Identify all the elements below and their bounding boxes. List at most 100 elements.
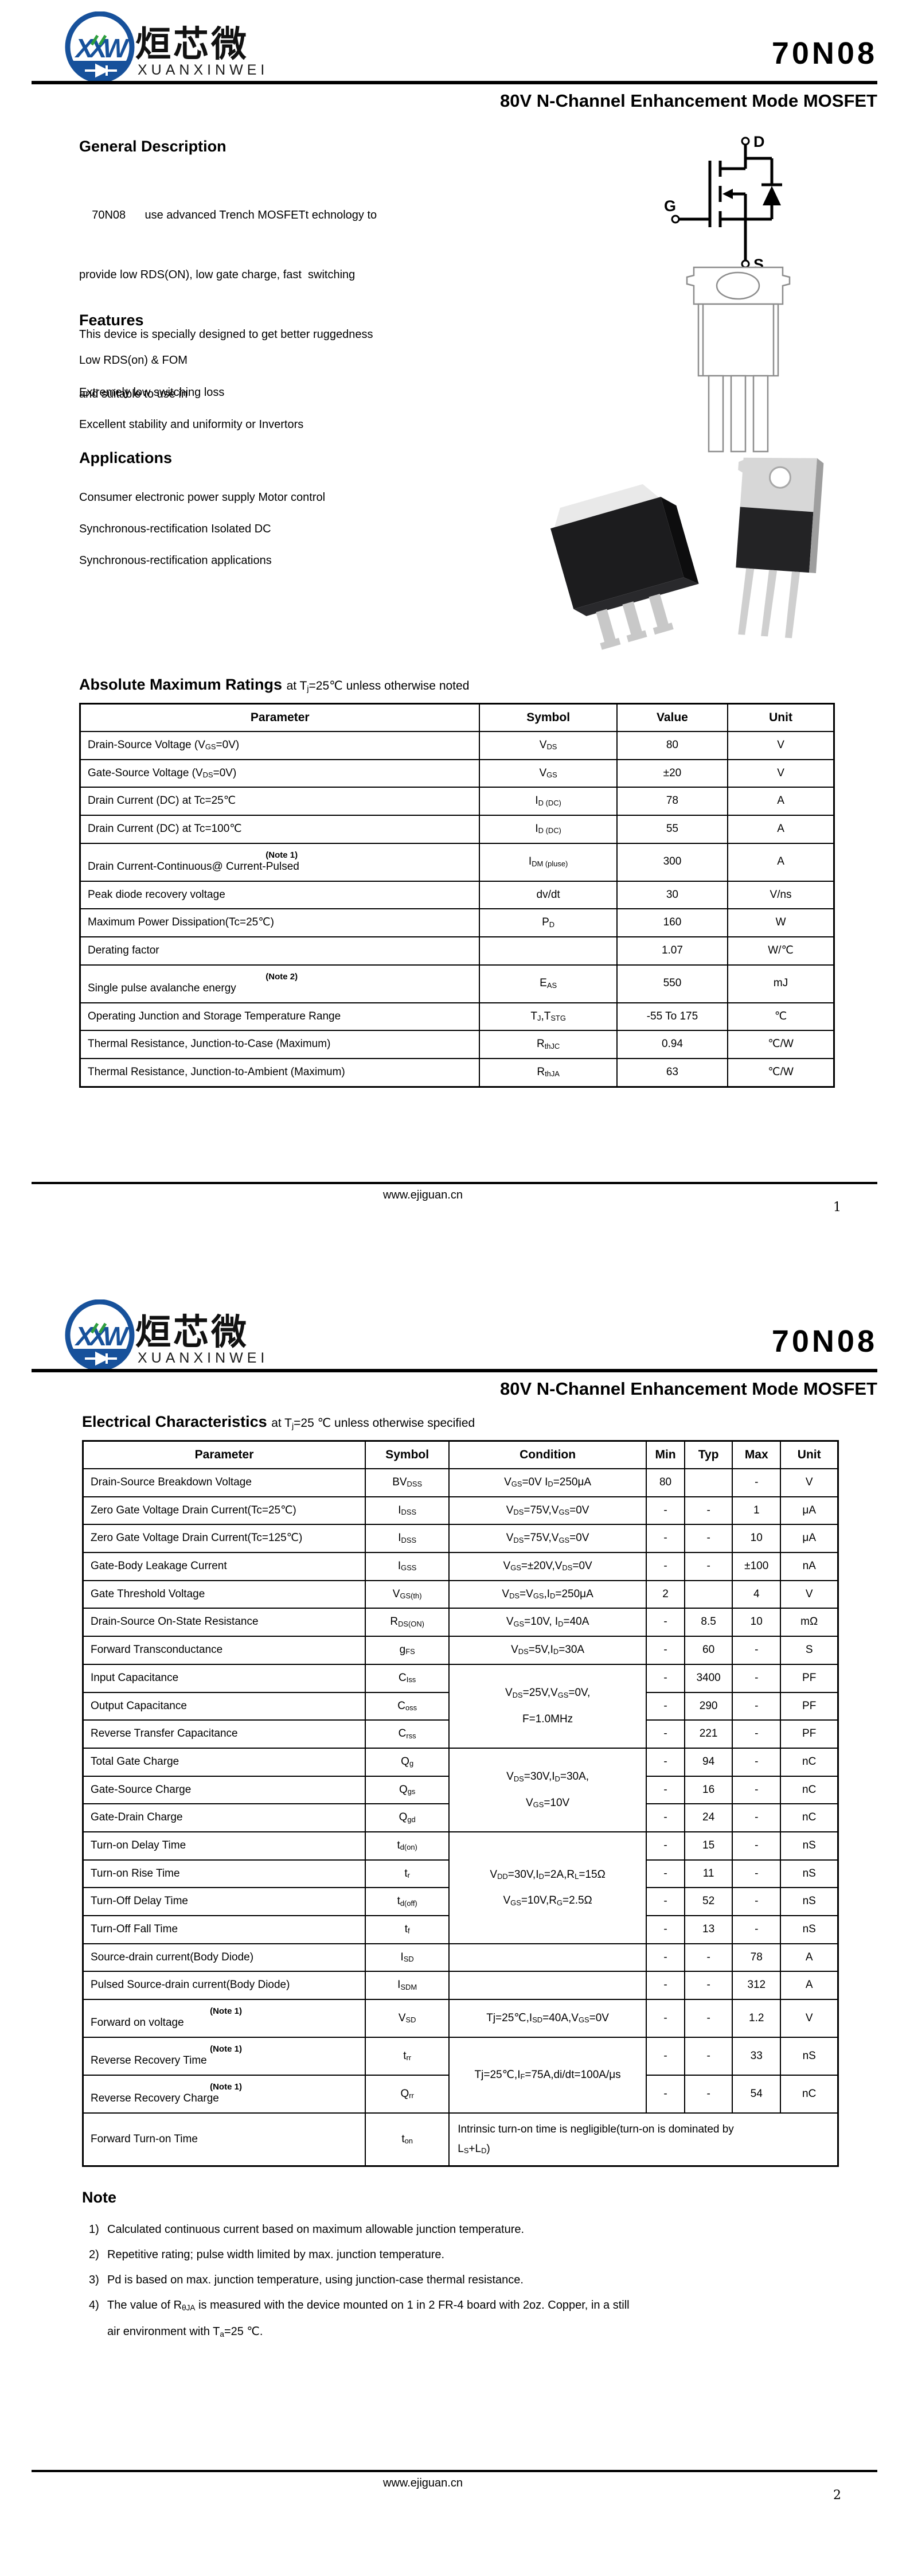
table-cell: 30 bbox=[616, 880, 729, 910]
table-cell: VGS=10V, ID=40A bbox=[448, 1608, 647, 1637]
table-cell: ISD bbox=[365, 1943, 450, 1972]
svg-text:XXW: XXW bbox=[74, 33, 130, 63]
table-row: Forward Turn-on Time ton Intrinsic turn-on… bbox=[82, 2112, 839, 2167]
table-row: Turn-Off Fall Time tf -13- nS bbox=[82, 1915, 839, 1944]
table-cell: - bbox=[684, 1524, 733, 1554]
table-cell: μA bbox=[780, 1524, 839, 1554]
table-row: Source-drain current(Body Diode) ISD - -78 A bbox=[82, 1943, 839, 1972]
company-logo: XXW 烜芯微 XUANXINWEI bbox=[64, 11, 311, 85]
table-row: Thermal Resistance, Junction-to-Case (Ma… bbox=[79, 1030, 835, 1060]
table-cell: 60 bbox=[684, 1636, 733, 1665]
table-cell: 1.2 bbox=[732, 1999, 782, 2038]
package-photo-d2pak bbox=[545, 465, 705, 674]
table-cell: 312 bbox=[732, 1971, 782, 2001]
table-row: (Note 1) Reverse Recovery Time trr Tj=25℃,I… bbox=[82, 2037, 839, 2114]
table-cell: (Note 2) Single pulse avalanche energy bbox=[79, 964, 481, 1003]
note-item: 2) Repetitive rating; pulse width limite… bbox=[82, 2242, 840, 2267]
column-header: Max bbox=[732, 1440, 782, 1469]
table-row: Gate-Drain Charge Qgd -24- nC bbox=[82, 1803, 839, 1832]
logo-monogram-icon: XXW bbox=[65, 11, 135, 83]
ec-subtitle: at Tj=25 ℃ unless otherwise specified bbox=[271, 1417, 475, 1431]
table-cell: - bbox=[732, 1915, 782, 1944]
table-cell: 4 bbox=[732, 1579, 782, 1609]
table-cell: Tj=25℃,IF=75A,di/dt=100A/μs bbox=[448, 2037, 647, 2114]
table-cell: Forward Transconductance bbox=[82, 1636, 366, 1665]
table-cell: nS bbox=[780, 1887, 839, 1916]
table-cell: Forward Turn-on Time bbox=[82, 2112, 366, 2167]
table-cell: nS bbox=[780, 1915, 839, 1944]
table-cell: VDS=75V,VGS=0V bbox=[448, 1524, 647, 1554]
table-cell: - bbox=[732, 1887, 782, 1916]
column-header: Unit bbox=[780, 1440, 839, 1469]
header-rule bbox=[32, 81, 877, 84]
table-cell: V bbox=[727, 731, 835, 760]
table-cell: 13 bbox=[684, 1915, 733, 1944]
table-cell: ID (DC) bbox=[479, 815, 618, 844]
note-text: Repetitive rating; pulse width limited b… bbox=[107, 2248, 445, 2262]
table-cell: V/ns bbox=[727, 880, 835, 910]
table-header-row: Parameter Symbol Condition Min Typ Max Unit bbox=[82, 1440, 839, 1469]
table-cell: 10 bbox=[732, 1608, 782, 1637]
note-number: 3) bbox=[89, 2274, 99, 2287]
general-description-heading: General Description bbox=[79, 138, 226, 155]
page-2: XXW 烜芯微 XUANXINWEI 70N08 80V N-Channel E… bbox=[0, 1288, 910, 2576]
column-header: Min bbox=[645, 1440, 686, 1469]
table-row: Turn-Off Delay Time td(off) -52- nS bbox=[82, 1887, 839, 1916]
application-item: Synchronous-rectification Isolated DC bbox=[79, 523, 271, 535]
feature-item: Extremely low switching loss bbox=[79, 386, 225, 399]
table-cell: VDS=75V,VGS=0V bbox=[448, 1496, 647, 1526]
table-cell: nC bbox=[780, 1747, 839, 1777]
table-cell: - bbox=[684, 2037, 733, 2076]
table-cell: 1.07 bbox=[616, 936, 729, 966]
table-cell: - bbox=[732, 1831, 782, 1861]
table-cell: Turn-on Delay Time bbox=[82, 1831, 366, 1861]
footer-url: www.ejiguan.cn bbox=[383, 2477, 463, 2489]
table-cell: 11 bbox=[684, 1859, 733, 1889]
column-header: Condition bbox=[448, 1440, 647, 1469]
table-cell: Input Capacitance bbox=[82, 1663, 366, 1693]
table-cell: Tj=25℃,ISD=40A,VGS=0V bbox=[448, 1999, 647, 2038]
table-row: (Note 1) Forward on voltage VSD Tj=25℃,ISD=… bbox=[82, 1999, 839, 2038]
table-cell: VDS=VGS,ID=250μA bbox=[448, 1579, 647, 1609]
features-list: Low RDS(on) & FOM Extremely low switchin… bbox=[79, 344, 303, 441]
table-cell: A bbox=[780, 1943, 839, 1972]
logo-company-name-cn: 烜芯微 bbox=[135, 25, 249, 64]
table-cell: Turn-on Rise Time bbox=[82, 1859, 366, 1889]
table-cell: ±100 bbox=[732, 1552, 782, 1581]
table-cell: (Note 1) Forward on voltage bbox=[82, 1999, 366, 2038]
table-cell: - bbox=[732, 1747, 782, 1777]
table-cell: Gate-Drain Charge bbox=[82, 1803, 366, 1832]
table-cell: - bbox=[645, 2074, 686, 2114]
applications-list: Consumer electronic power supply Motor c… bbox=[79, 482, 325, 577]
table-cell: trr bbox=[365, 2037, 450, 2076]
table-cell: - bbox=[732, 1719, 782, 1749]
table-cell: (Note 1) Reverse Recovery Charge bbox=[82, 2074, 366, 2114]
table-cell: - bbox=[684, 1552, 733, 1581]
column-header: Parameter bbox=[82, 1440, 366, 1469]
description-line: 70N08 use advanced Trench MOSFETt echnol… bbox=[79, 209, 377, 221]
description-line: provide low RDS(ON), low gate charge, fa… bbox=[79, 269, 356, 281]
table-cell: Operating Junction and Storage Temperatu… bbox=[79, 1002, 481, 1032]
table-row: Drain-Source Voltage (VGS=0V) VDS 80 V bbox=[79, 731, 835, 760]
table-cell: 15 bbox=[684, 1831, 733, 1861]
table-cell: 10 bbox=[732, 1524, 782, 1554]
column-header: Symbol bbox=[365, 1440, 450, 1469]
table-cell: dv/dt bbox=[479, 880, 618, 910]
table-cell: ISDM bbox=[365, 1971, 450, 2001]
table-cell: mΩ bbox=[780, 1608, 839, 1637]
table-cell: - bbox=[645, 1691, 686, 1721]
table-cell: PF bbox=[780, 1691, 839, 1721]
note-item: 4) The value of RθJA is measured with th… bbox=[82, 2293, 840, 2345]
table-cell: - bbox=[732, 1691, 782, 1721]
applications-heading: Applications bbox=[79, 449, 173, 466]
table-row: Input Capacitance CIss VDS=25V,VGS=0V, F=1.… bbox=[82, 1663, 839, 1749]
table-row: Zero Gate Voltage Drain Current(Tc=25℃) I… bbox=[82, 1496, 839, 1526]
note-text: The value of RθJA is measured with the d… bbox=[107, 2299, 630, 2338]
table-cell: - bbox=[732, 1859, 782, 1889]
table-cell: mJ bbox=[727, 964, 835, 1003]
note-text: Pd is based on max. junction temperature… bbox=[107, 2274, 524, 2287]
table-cell: Total Gate Charge bbox=[82, 1747, 366, 1777]
table-cell: Drain-Source Voltage (VGS=0V) bbox=[79, 731, 481, 760]
table-cell: Maximum Power Dissipation(Tc=25℃) bbox=[79, 908, 481, 938]
table-row: Drain Current (DC) at Tc=25℃ ID (DC) 78 A bbox=[79, 787, 835, 816]
